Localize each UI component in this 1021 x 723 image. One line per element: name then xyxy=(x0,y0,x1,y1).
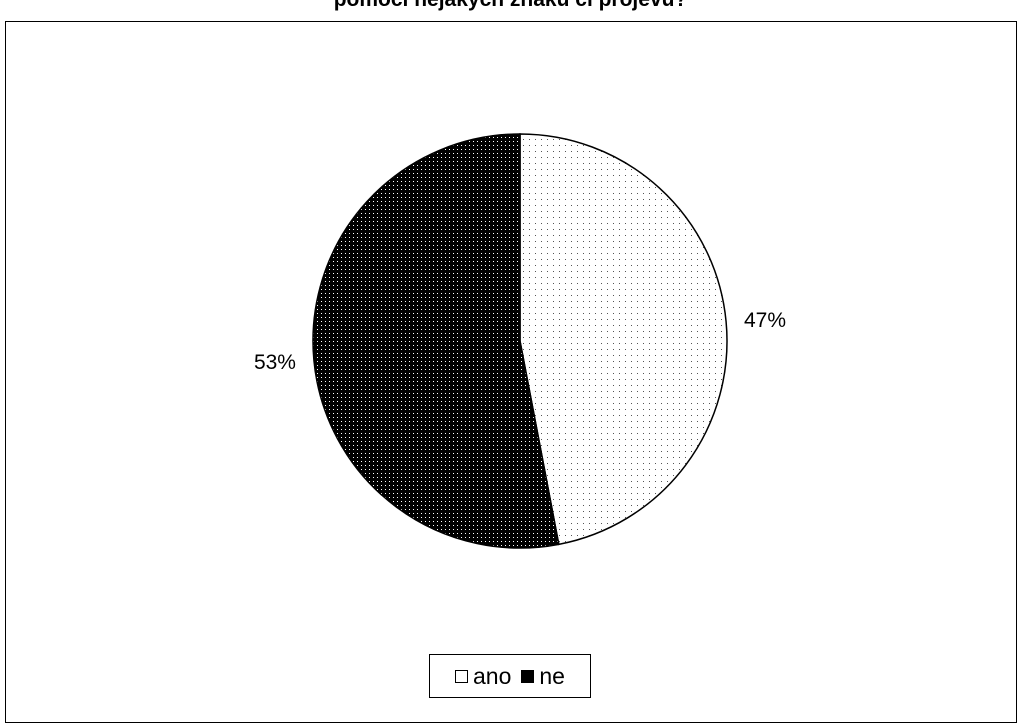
pie-slice-ano xyxy=(519,133,728,546)
legend-entry-ne: ne xyxy=(521,663,565,690)
legend-swatch-ne xyxy=(521,669,535,683)
legend-label-ano: ano xyxy=(473,662,512,689)
legend-swatch-ano xyxy=(455,669,469,683)
data-label-ne: 53% xyxy=(254,351,296,374)
legend-entry-ano: ano xyxy=(455,663,511,690)
pie-slice-ne xyxy=(312,133,560,549)
legend: ano ne xyxy=(429,654,591,698)
chart-title: pomocí nějakých znaků či projevů? xyxy=(0,0,1021,12)
legend-label-ne: ne xyxy=(539,662,565,689)
data-label-ano: 47% xyxy=(744,309,786,332)
